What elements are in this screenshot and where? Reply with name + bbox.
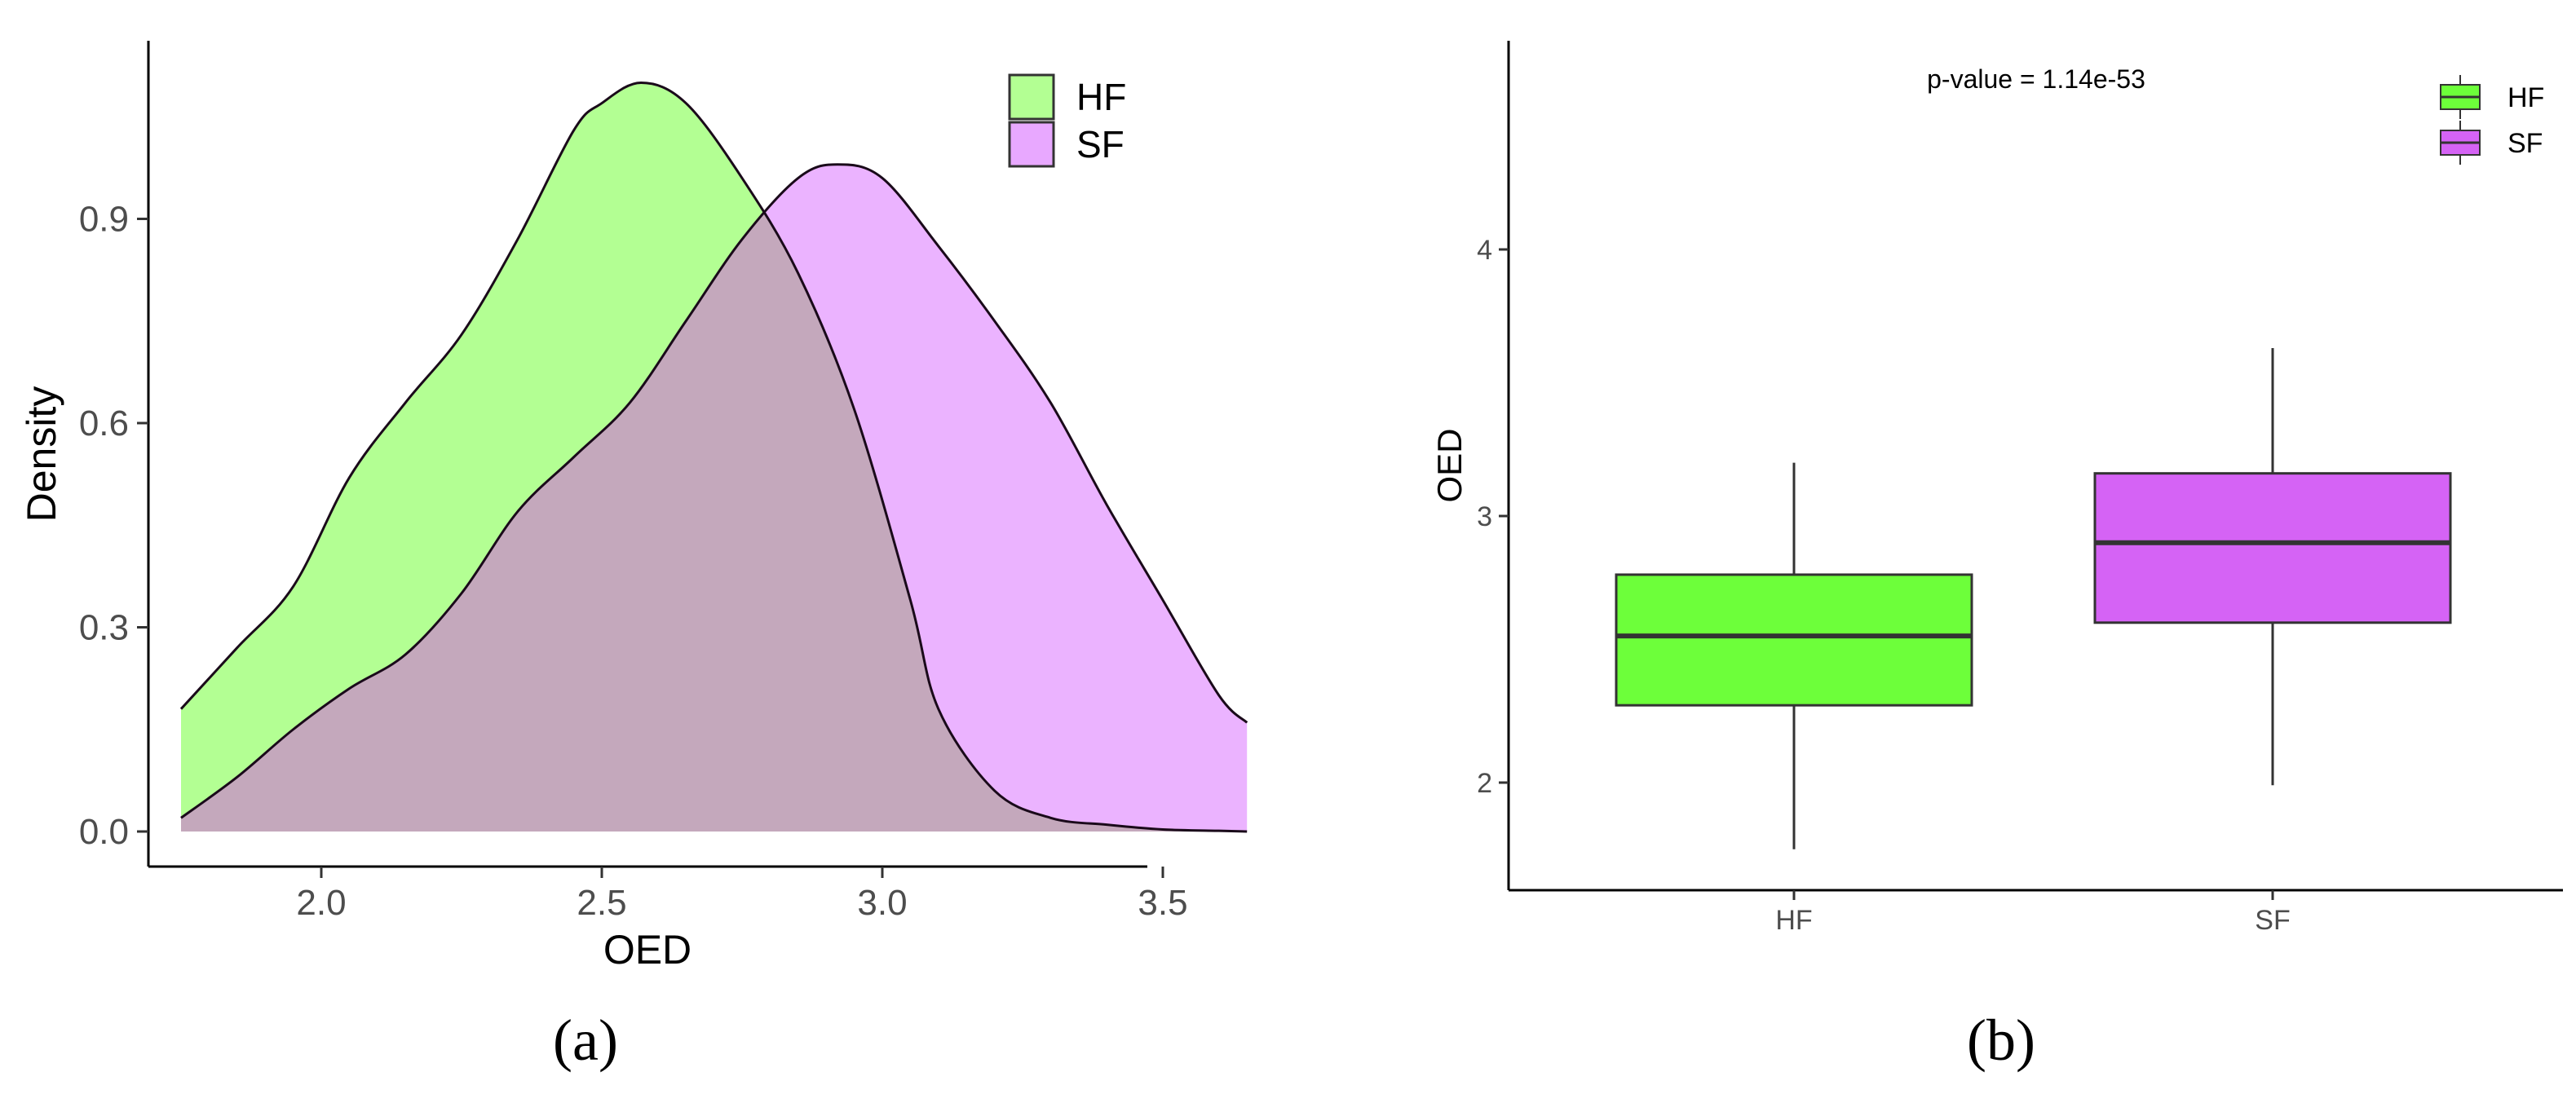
y-tick-label: 0.6 <box>79 404 129 443</box>
legend: HF SF <box>1008 73 1126 168</box>
y-tick-label: 2 <box>1477 768 1492 799</box>
legend-label-sf: SF <box>1076 123 1125 165</box>
y-axis-title: Density <box>19 386 64 523</box>
legend-key-sf <box>1008 121 1055 168</box>
y-tick-label: 0.0 <box>79 812 129 852</box>
panel-label-a: (a) <box>553 1008 618 1073</box>
density-panel: 0.0 0.3 0.6 0.9 2.0 2.5 3.0 3.5 OED Density HF… <box>19 41 1248 1073</box>
density-line-hf <box>179 81 1248 833</box>
x-tick-label: 2.0 <box>296 883 346 923</box>
y-tick-label: 3 <box>1477 501 1492 532</box>
legend-label-hf: HF <box>1076 76 1126 118</box>
x-tick-label: 3.5 <box>1138 883 1187 923</box>
box-hf <box>1615 573 1973 707</box>
legend-label-sf: SF <box>2508 128 2543 159</box>
legend: HF SF <box>2440 75 2544 165</box>
x-tick-label: 3.0 <box>857 883 907 923</box>
boxplot-panel: 2 3 4 HF SF OED p-value = 1.14e-53 HF SF (b) <box>1430 41 2563 1073</box>
y-ticks: 2 3 4 <box>1477 235 1509 799</box>
y-tick-label: 4 <box>1477 235 1492 266</box>
boxes <box>1615 347 2452 849</box>
y-tick-label: 0.9 <box>79 200 129 240</box>
panel-label-b: (b) <box>1967 1008 2035 1073</box>
p-value-annotation: p-value = 1.14e-53 <box>1927 64 2145 94</box>
x-tick-label: HF <box>1775 905 1812 936</box>
x-tick-label: SF <box>2255 905 2290 936</box>
legend-label-hf: HF <box>2508 82 2544 113</box>
x-ticks: 2.0 2.5 3.0 3.5 <box>296 867 1188 923</box>
box-sf <box>2093 472 2452 624</box>
x-tick-label: 2.5 <box>577 883 626 923</box>
y-ticks: 0.0 0.3 0.6 0.9 <box>79 200 148 852</box>
x-ticks: HF SF <box>1775 890 2291 936</box>
legend-key-hf <box>1008 73 1055 121</box>
density-areas <box>179 81 1248 833</box>
y-tick-label: 0.3 <box>79 608 129 648</box>
density-line-sf <box>180 163 1248 819</box>
x-axis-title: OED <box>603 927 691 973</box>
y-axis-title: OED <box>1430 428 1469 502</box>
